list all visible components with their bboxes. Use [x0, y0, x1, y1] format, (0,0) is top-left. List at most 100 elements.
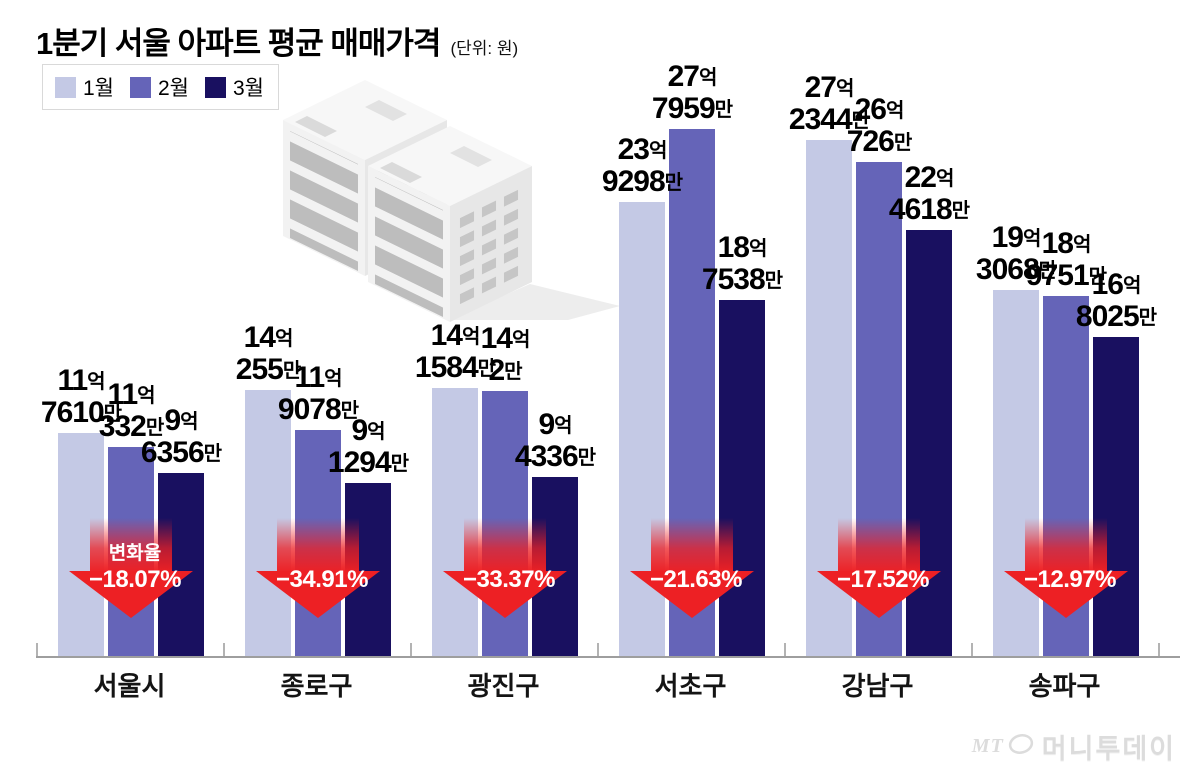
change-arrow-송파구: [1004, 518, 1128, 618]
value-label-광진구-1월: 14억 1584만: [414, 319, 496, 384]
legend-swatch-march: [205, 76, 226, 98]
category-label-광진구: 광진구: [467, 671, 540, 701]
legend-label-february: 2월: [158, 77, 189, 100]
x-axis-tick: [223, 643, 225, 656]
value-label-광진구-3월: 9억 4336만: [514, 408, 596, 473]
value-label-강남구-2월: 26억 726만: [846, 93, 912, 158]
value-eok: 22억: [904, 161, 955, 194]
value-eok: 23억: [617, 133, 668, 166]
category-label-서초구: 서초구: [654, 671, 727, 701]
value-eok: 19억: [991, 221, 1042, 254]
value-label-서울시-3월: 9억 6356만: [140, 404, 222, 469]
value-man: 9751만: [1025, 258, 1107, 292]
value-label-서울시-1월: 11억 7610만: [41, 364, 122, 428]
building-front: [368, 126, 532, 322]
legend-swatch-january: [55, 76, 76, 98]
change-arrow-서울시: [69, 518, 193, 618]
value-eok: 26억: [854, 93, 905, 126]
x-axis-tick: [971, 643, 973, 656]
value-man: 7959만: [651, 91, 733, 125]
value-eok: 9억: [538, 408, 572, 441]
value-man: 4618만: [888, 192, 970, 226]
value-label-강남구-3월: 22억 4618만: [888, 161, 970, 226]
value-man: 3068만: [975, 252, 1057, 286]
bar-서초구-3월: [719, 300, 765, 656]
value-man: 726만: [846, 124, 912, 158]
legend-label-january: 1월: [83, 77, 114, 100]
publisher-name: 머니투데이: [1041, 734, 1176, 764]
value-label-종로구-1월: 14억 255만: [235, 321, 301, 386]
value-man: 6356만: [140, 435, 222, 469]
bar-송파구-1월: [993, 290, 1039, 656]
category-label-종로구: 종로구: [280, 671, 353, 701]
change-arrow-서초구: [630, 518, 754, 618]
change-percent-송파구: −12.97%: [1024, 566, 1116, 593]
page-title: 1분기 서울 아파트 평균 매매가격: [36, 26, 441, 61]
value-label-서초구-1월: 23억 9298만: [601, 133, 683, 198]
down-arrow-icon: [443, 518, 567, 618]
down-arrow-icon: [256, 518, 380, 618]
legend-label-march: 3월: [233, 77, 264, 100]
x-axis-tick: [36, 643, 38, 656]
unit-label: (단위: 원): [450, 39, 519, 58]
value-man: 332만: [98, 409, 164, 443]
change-arrow-강남구: [817, 518, 941, 618]
value-man: 9298만: [601, 164, 683, 198]
value-label-종로구-2월: 11억 9078만: [278, 361, 359, 425]
value-man: 7538만: [701, 262, 783, 296]
value-eok: 18억: [717, 231, 768, 264]
legend-swatch-february: [130, 76, 151, 98]
change-percent-종로구: −34.91%: [276, 566, 368, 593]
value-eok: 11억: [107, 378, 155, 411]
change-percent-강남구: −17.52%: [837, 566, 929, 593]
change-percent-서울시: −18.07%: [89, 566, 181, 593]
value-label-종로구-3월: 9억 1294만: [327, 414, 409, 479]
value-eok: 16억: [1091, 268, 1142, 301]
category-label-강남구: 강남구: [841, 671, 914, 701]
category-label-송파구: 송파구: [1028, 671, 1101, 701]
value-man: 1294만: [327, 445, 409, 479]
down-arrow-icon: [630, 518, 754, 618]
bar-송파구-3월: [1093, 337, 1139, 656]
value-label-송파구-3월: 16억 8025만: [1075, 268, 1157, 333]
apartment-buildings-illustration: [283, 80, 620, 322]
value-label-서초구-2월: 27억 7959만: [651, 61, 733, 125]
change-percent-광진구: −33.37%: [463, 566, 555, 593]
x-axis-tick: [410, 643, 412, 656]
category-label-서울시: 서울시: [93, 671, 166, 701]
value-eok: 9억: [164, 404, 198, 437]
value-eok: 14억: [480, 322, 531, 355]
legend-item-january: 1월: [55, 72, 114, 102]
value-man: 8025만: [1075, 299, 1157, 333]
x-axis-line: [36, 656, 1180, 658]
value-man: 2만: [488, 353, 522, 387]
down-arrow-icon: [69, 518, 193, 618]
legend-item-february: 2월: [130, 72, 189, 102]
value-man: 255만: [235, 352, 301, 386]
building-shadow: [448, 284, 620, 320]
header: 1분기 서울 아파트 평균 매매가격 (단위: 원): [36, 18, 518, 63]
value-man: 1584만: [414, 350, 496, 384]
value-label-강남구-1월: 27억 2344만: [789, 72, 870, 135]
value-eok: 18억: [1041, 227, 1092, 260]
value-eok: 14억: [430, 319, 481, 352]
value-label-송파구-1월: 19억 3068만: [975, 221, 1057, 286]
mt-logo-circle-icon: [1008, 732, 1034, 761]
value-eok: 9억: [351, 414, 385, 447]
x-axis-tick: [784, 643, 786, 656]
value-eok: 11억: [294, 361, 342, 394]
legend: 1월 2월 3월: [42, 64, 279, 110]
change-rate-caption: 변화율: [108, 543, 162, 564]
value-eok: 14억: [243, 321, 294, 354]
value-eok: 11억: [57, 364, 105, 397]
change-arrow-광진구: [443, 518, 567, 618]
change-percent-서초구: −21.63%: [650, 566, 742, 593]
mt-logo-text: MT: [971, 735, 1004, 757]
value-label-서초구-3월: 18억 7538만: [701, 231, 783, 296]
x-axis-tick: [1158, 643, 1160, 656]
change-arrow-종로구: [256, 518, 380, 618]
legend-item-march: 3월: [205, 72, 264, 102]
value-man: 4336만: [514, 439, 596, 473]
value-label-송파구-2월: 18억 9751만: [1025, 227, 1107, 292]
